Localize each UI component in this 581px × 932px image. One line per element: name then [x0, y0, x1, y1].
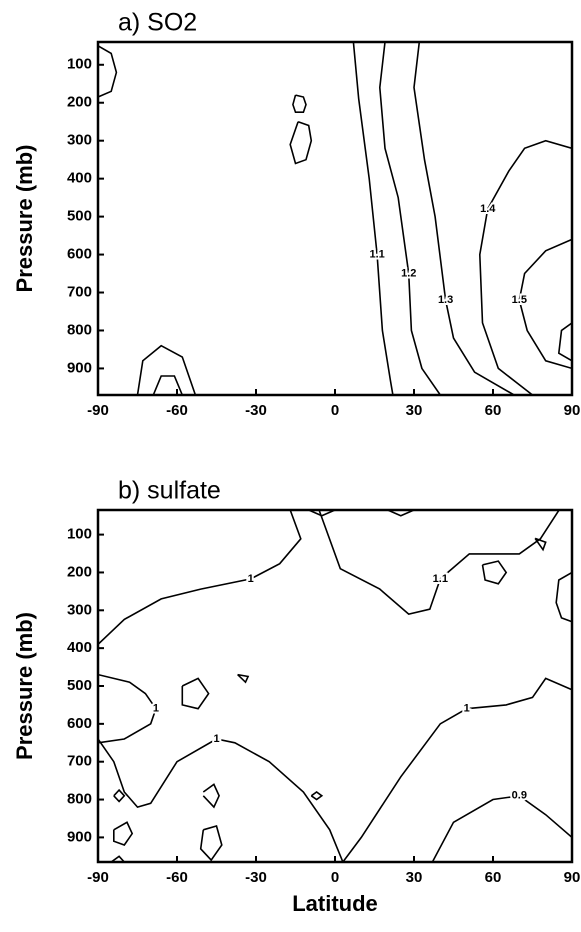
contour-label: 1.5: [512, 294, 527, 306]
contour-loop: [199, 825, 223, 862]
contour-loop: [98, 45, 118, 98]
contour-loop: [310, 791, 324, 801]
contour-loop: [557, 322, 572, 362]
y-tick-label: 400: [67, 639, 92, 656]
y-tick-label: 500: [67, 208, 92, 225]
contour-label: 0.9: [512, 790, 527, 802]
y-tick-label: 600: [67, 715, 92, 732]
contour-line: [378, 42, 441, 395]
y-tick-label: 900: [67, 359, 92, 376]
x-tick-label: -30: [245, 402, 267, 419]
y-tick-label: 800: [67, 321, 92, 338]
contour-line: [431, 794, 572, 862]
contour-loop: [555, 571, 572, 623]
y-tick-label: 200: [67, 563, 92, 580]
contour-label: 1: [248, 573, 254, 585]
y-tick-label: 400: [67, 170, 92, 187]
contour-line: [352, 42, 394, 395]
contour-label: 1.4: [480, 203, 496, 215]
contour-label: 1: [213, 733, 219, 745]
y-tick-label: 200: [67, 94, 92, 111]
y-tick-label: 300: [67, 132, 92, 149]
x-tick-label: -60: [166, 869, 188, 886]
contour-line: [518, 238, 572, 370]
y-tick-label: 600: [67, 246, 92, 263]
x-tick-label: -30: [245, 869, 267, 886]
contour-label: 1: [153, 703, 159, 715]
contour-loop: [481, 560, 508, 585]
x-tick-label: 60: [485, 402, 502, 419]
contour-line: [413, 42, 515, 395]
y-tick-label: 700: [67, 753, 92, 770]
contour-line: [318, 510, 560, 615]
y-axis-label: Pressure (mb): [12, 145, 37, 293]
contour-label: 1.3: [438, 294, 453, 306]
x-tick-label: 0: [331, 402, 339, 419]
contour-loop: [113, 821, 134, 846]
x-tick-label: 30: [406, 869, 423, 886]
contour-loop: [387, 510, 415, 517]
contour-loop: [136, 344, 197, 395]
plot-frame: [96, 40, 574, 397]
contour-loop: [202, 783, 220, 809]
plot-frame: [96, 508, 574, 864]
contour-loop: [152, 375, 184, 395]
y-tick-label: 700: [67, 283, 92, 300]
contour-label: 1: [464, 703, 470, 715]
contour-loop: [289, 120, 313, 165]
x-axis-label: Latitude: [292, 891, 378, 916]
x-tick-label: 90: [564, 869, 581, 886]
y-tick-label: 100: [67, 526, 92, 543]
contour-loop: [237, 673, 250, 684]
x-tick-label: 60: [485, 869, 502, 886]
contour-line: [98, 510, 302, 645]
y-axis-label: Pressure (mb): [12, 612, 37, 760]
contour-line: [98, 673, 157, 744]
x-tick-label: 90: [564, 402, 581, 419]
panel-title: a) SO2: [118, 9, 197, 37]
x-tick-label: -90: [87, 402, 109, 419]
contour-label: 1.1: [369, 248, 384, 260]
x-tick-label: -90: [87, 869, 109, 886]
x-tick-label: 0: [331, 869, 339, 886]
y-tick-label: 300: [67, 601, 92, 618]
y-tick-label: 100: [67, 56, 92, 73]
contour-loop: [113, 788, 126, 803]
contour-loop: [534, 537, 547, 552]
panel-title: b) sulfate: [118, 477, 221, 505]
contour-loop: [110, 855, 125, 862]
contour-line: [342, 677, 572, 862]
contour-line: [98, 738, 344, 862]
x-tick-label: 30: [406, 402, 423, 419]
y-tick-label: 500: [67, 677, 92, 694]
x-tick-label: -60: [166, 402, 188, 419]
y-tick-label: 800: [67, 791, 92, 808]
contour-label: 1.2: [401, 267, 416, 279]
contour-loop: [292, 94, 307, 113]
contour-loop: [181, 677, 210, 710]
contour-label: 1.1: [433, 573, 448, 585]
contour-line: [478, 139, 572, 395]
y-tick-label: 900: [67, 828, 92, 845]
